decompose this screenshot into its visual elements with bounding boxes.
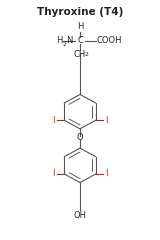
Text: I: I bbox=[52, 116, 55, 125]
Text: I: I bbox=[105, 169, 108, 178]
Text: Thyroxine (T4): Thyroxine (T4) bbox=[37, 7, 123, 17]
Text: H: H bbox=[56, 36, 63, 45]
Text: 2: 2 bbox=[63, 42, 67, 47]
Text: N: N bbox=[67, 36, 73, 45]
Text: 2: 2 bbox=[84, 52, 88, 57]
Text: COOH: COOH bbox=[97, 36, 122, 45]
Text: C: C bbox=[77, 36, 83, 45]
Text: OH: OH bbox=[73, 211, 87, 220]
Text: I: I bbox=[105, 116, 108, 125]
Text: O: O bbox=[77, 133, 83, 142]
Text: H: H bbox=[77, 22, 83, 30]
Text: CH: CH bbox=[74, 50, 86, 59]
Text: I: I bbox=[52, 169, 55, 178]
